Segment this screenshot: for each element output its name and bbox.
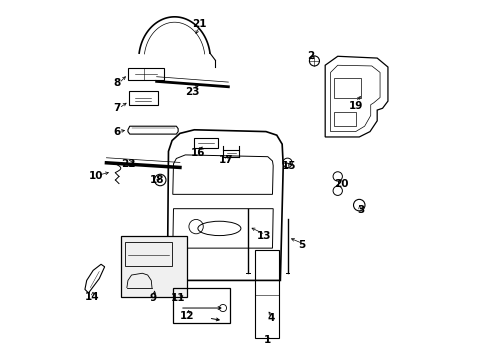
Text: 21: 21 [192,19,206,29]
Bar [121,235,187,297]
Text: 10: 10 [88,171,102,181]
Text: 3: 3 [357,206,364,216]
Text: 5: 5 [298,239,305,249]
Bar [125,242,172,266]
Text: 8: 8 [113,78,121,88]
Text: 11: 11 [171,293,185,303]
Bar [194,138,217,148]
Text: 19: 19 [348,102,362,112]
Text: 4: 4 [267,313,275,323]
Bar [333,112,355,126]
Bar [129,91,158,105]
Text: 1: 1 [264,334,271,345]
Text: 16: 16 [190,148,204,158]
Text: 13: 13 [257,231,271,240]
Bar [255,250,278,338]
Text: 2: 2 [306,51,314,61]
Text: 20: 20 [333,179,348,189]
Text: 9: 9 [149,293,156,303]
Text: 14: 14 [84,292,99,302]
Bar [172,288,230,323]
Text: 7: 7 [113,103,121,113]
Bar [333,78,360,98]
Text: 18: 18 [149,175,163,185]
Text: 6: 6 [113,127,121,136]
Text: 12: 12 [180,311,194,321]
Text: 22: 22 [121,159,135,169]
Text: 15: 15 [282,161,296,171]
Bar [128,68,163,80]
Text: 17: 17 [219,155,233,165]
Text: 23: 23 [185,87,199,97]
